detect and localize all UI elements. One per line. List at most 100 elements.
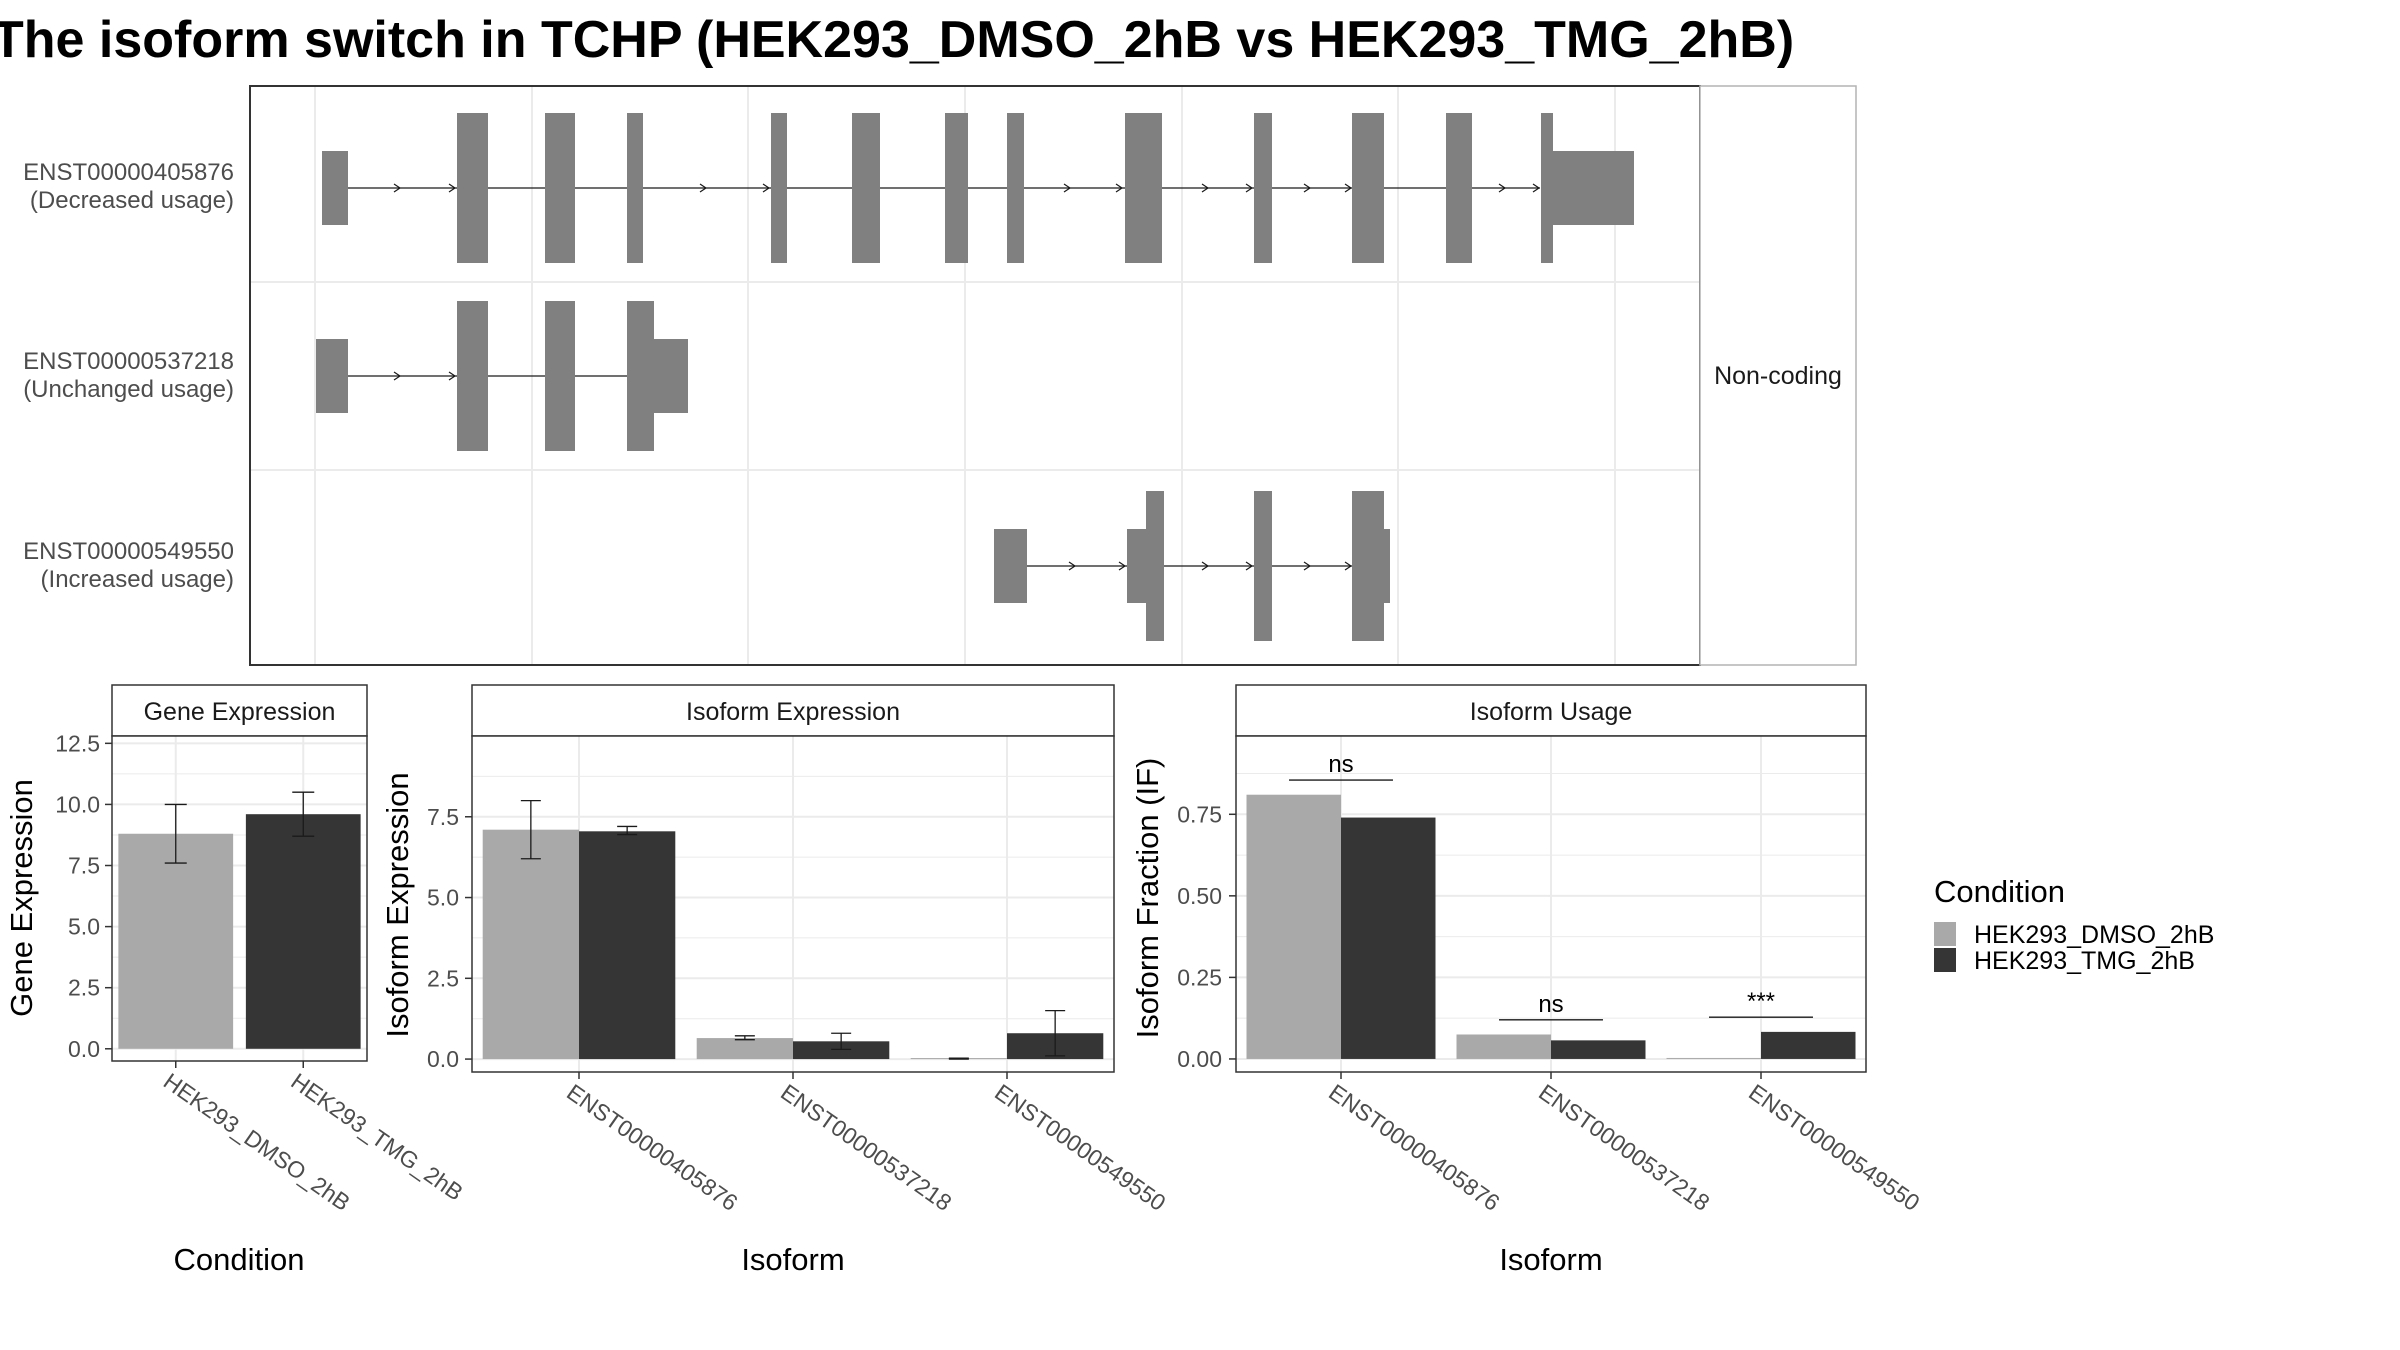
error-bar <box>617 825 638 836</box>
isoform-usage-panel: Isoform Usage ns ns *** 0.00 0.25 0.50 0.75 E… <box>1130 684 1925 1277</box>
y-axis-title: Isoform Fraction (IF) <box>1130 758 1165 1039</box>
error-bar <box>292 791 315 837</box>
strand-arrow <box>1498 183 1507 193</box>
y-tick-label: 7.5 <box>68 853 100 879</box>
coding-exon <box>1352 491 1384 641</box>
strand-arrow <box>393 371 402 381</box>
bar <box>482 829 579 1060</box>
facet-strip <box>1699 85 1857 666</box>
error-bar <box>948 1057 969 1060</box>
transcript-label-id: ENST00000405876 <box>23 159 234 186</box>
strand-arrow <box>699 183 708 193</box>
transcript-label-note: (Decreased usage) <box>30 187 234 214</box>
y-tick-label: 2.5 <box>68 975 100 1001</box>
coding-exon <box>1125 113 1162 263</box>
coding-exon <box>1146 491 1164 641</box>
strand-arrow <box>1245 183 1254 193</box>
utr-exon <box>994 529 1027 603</box>
facet-strip-label: Non-coding <box>1714 362 1842 390</box>
legend: Condition HEK293_DMSO_2hB HEK293_TMG_2hB <box>1934 874 2214 975</box>
coding-exon <box>457 301 488 451</box>
coding-exon <box>627 113 643 263</box>
utr-exon <box>316 339 348 413</box>
bar <box>1761 1031 1856 1059</box>
strand-arrow <box>1068 561 1077 571</box>
x-axis-title: Isoform <box>741 1242 844 1277</box>
strand-arrow <box>762 183 771 193</box>
transcript-label-note: (Increased usage) <box>41 566 234 593</box>
strand-arrow <box>1115 183 1124 193</box>
coding-exon <box>545 113 575 263</box>
error-bar <box>831 1032 852 1051</box>
strand-arrow <box>1303 561 1312 571</box>
transcript-track <box>322 113 1634 263</box>
transcript-track <box>994 491 1390 641</box>
panel-strip-title: Isoform Usage <box>1470 698 1633 726</box>
y-axis-ticks: 0.0 2.5 5.0 7.5 10.0 12.5 <box>55 730 112 1062</box>
error-bar <box>520 799 541 860</box>
panel-strip <box>471 684 1115 737</box>
y-tick-label: 7.5 <box>427 804 459 830</box>
coding-exon <box>457 113 488 263</box>
x-axis-title: Condition <box>174 1242 305 1277</box>
transcript-label-note: (Unchanged usage) <box>23 376 234 403</box>
coding-exon <box>852 113 880 263</box>
bar <box>1341 817 1436 1059</box>
strand-arrow <box>1245 561 1254 571</box>
strand-arrow <box>1303 183 1312 193</box>
y-axis-title: Gene Expression <box>4 779 39 1017</box>
transcript-track <box>316 301 688 451</box>
coding-exon <box>627 301 654 451</box>
bars: ns ns *** <box>1246 751 1856 1059</box>
legend-swatch-tmg <box>1934 948 1956 972</box>
x-axis-ticks: ENST00000405876 ENST00000537218 ENST000005… <box>1324 1072 1925 1216</box>
utr-exon <box>654 339 688 413</box>
coding-exon <box>1446 113 1472 263</box>
x-tick-label: ENST00000549550 <box>1744 1079 1924 1216</box>
bars <box>482 799 1104 1060</box>
y-tick-label: 12.5 <box>55 730 100 756</box>
strand-arrow <box>448 183 457 193</box>
strand-arrow <box>1532 183 1541 193</box>
x-tick-label: ENST00000537218 <box>776 1079 956 1216</box>
bar <box>245 814 361 1049</box>
error-bar <box>734 1035 755 1041</box>
plot-border <box>111 735 368 1062</box>
y-tick-label: 0.25 <box>1177 964 1222 990</box>
y-tick-label: 0.00 <box>1177 1046 1222 1072</box>
coding-exon <box>1254 113 1272 263</box>
bar <box>579 831 676 1060</box>
strand-arrow <box>1201 561 1210 571</box>
y-tick-label: 0.75 <box>1177 801 1222 827</box>
coding-exon <box>945 113 968 263</box>
panel-strip-title: Gene Expression <box>144 698 336 726</box>
x-tick-label: ENST00000405876 <box>1324 1079 1504 1216</box>
panel-strip <box>111 684 368 737</box>
x-axis-ticks: ENST00000405876 ENST00000537218 ENST000005… <box>562 1072 1171 1216</box>
y-tick-label: 0.50 <box>1177 883 1222 909</box>
y-tick-label: 10.0 <box>55 791 100 817</box>
legend-label: HEK293_TMG_2hB <box>1974 947 2195 975</box>
x-tick-label: ENST00000549550 <box>990 1079 1170 1216</box>
x-tick-label: ENST00000405876 <box>562 1079 742 1216</box>
utr-exon <box>322 151 348 225</box>
coding-exon <box>771 113 787 263</box>
significance-label: ns <box>1328 751 1353 778</box>
transcript-label-id: ENST00000549550 <box>23 538 234 565</box>
bars <box>118 791 361 1049</box>
error-bar <box>164 803 187 864</box>
bar <box>1666 1057 1761 1059</box>
coding-exon <box>1007 113 1024 263</box>
coding-exon <box>545 301 575 451</box>
panel-strip-title: Isoform Expression <box>686 698 900 726</box>
bar <box>1456 1034 1551 1059</box>
utr-exon <box>1384 529 1390 603</box>
y-tick-label: 0.0 <box>427 1046 459 1072</box>
coding-exon <box>1352 113 1384 263</box>
isoform-expression-panel: Isoform Expression 0.0 2.5 5.0 7.5 ENST0000… <box>380 684 1171 1277</box>
strand-arrow <box>1201 183 1210 193</box>
structure-panel: Non-coding ENST00000405876 (Decreased us… <box>23 85 1857 666</box>
bar <box>696 1038 793 1060</box>
